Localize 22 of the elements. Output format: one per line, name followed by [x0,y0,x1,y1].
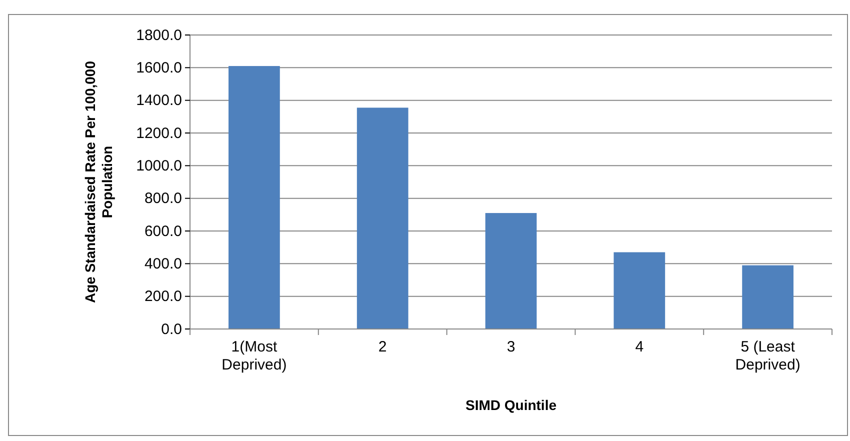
y-tick-label: 1200.0 [136,124,182,142]
x-tick-label: 2 [378,338,387,356]
bar [356,108,408,329]
x-tick-label: 4 [635,338,644,356]
bar [742,265,794,329]
bar [614,252,666,329]
y-tick-label: 600.0 [144,222,182,240]
y-tick-label: 400.0 [144,255,182,272]
bar [485,213,537,329]
y-axis-title: Age Standardaised Rate Per 100,000 Population [82,60,115,304]
x-tick-label: 5 (Least Deprived) [735,338,800,374]
bar [228,66,280,329]
y-tick-label: 800.0 [144,190,182,208]
x-tick-label: 1(Most Deprived) [222,338,287,374]
y-tick-label: 1400.0 [136,92,182,110]
y-tick-label: 0.0 [161,320,182,338]
y-tick-label: 1800.0 [136,26,182,44]
y-tick-label: 200.0 [144,288,182,306]
x-axis-title: SIMD Quintile [466,397,557,413]
x-tick-label: 3 [506,338,516,356]
y-tick-label: 1000.0 [136,157,182,174]
y-tick-label: 1600.0 [136,59,182,76]
